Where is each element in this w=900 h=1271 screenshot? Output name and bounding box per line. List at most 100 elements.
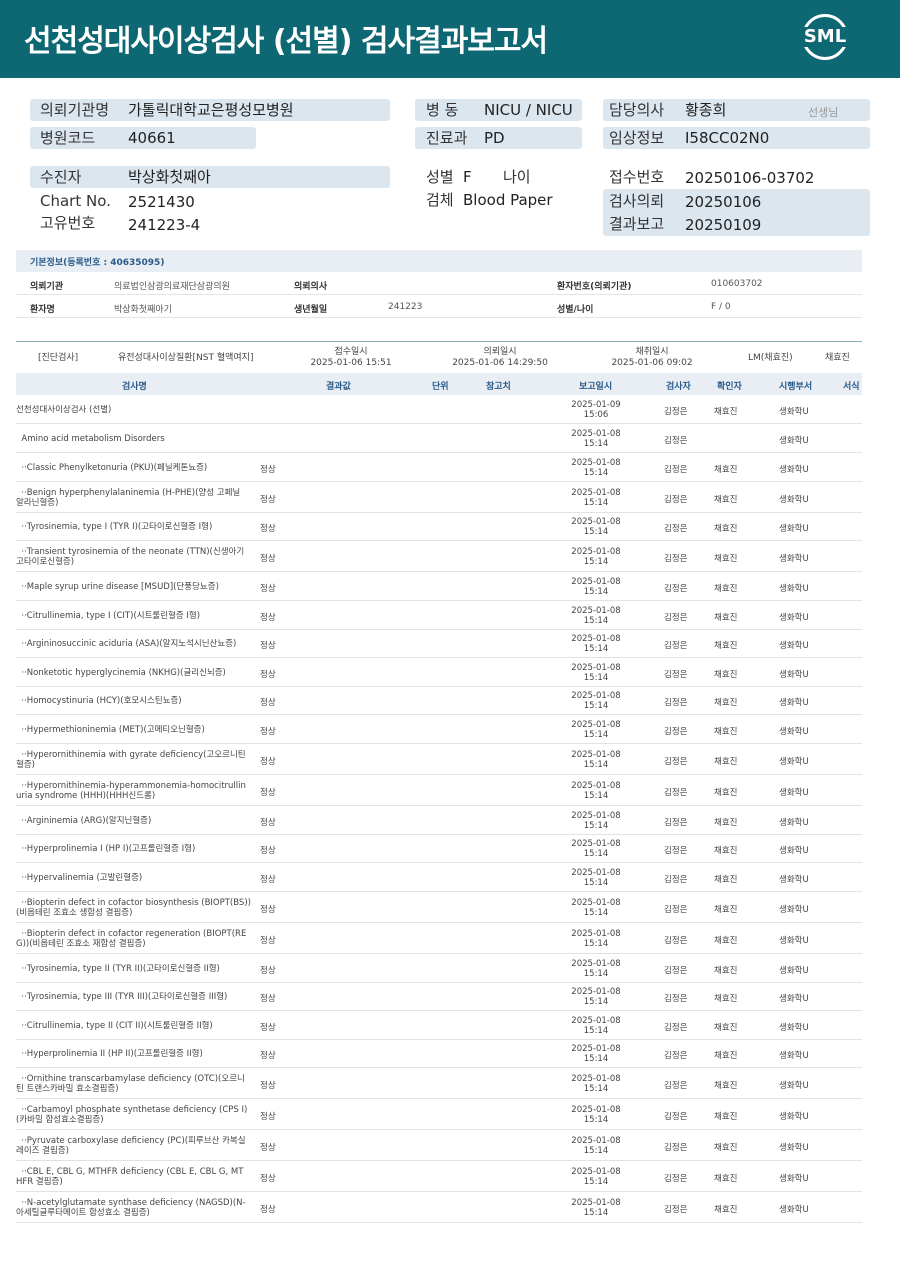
hospital-pill: [30, 99, 390, 121]
row-examiner: 김정은: [664, 1173, 688, 1184]
row-confirmer: 채효진: [714, 464, 738, 475]
row-dept: 생화학U: [779, 1080, 809, 1091]
table-row: Amino acid metabolism Disorders 2025-01-0…: [16, 424, 862, 453]
row-confirmer: 채효진: [714, 641, 738, 651]
row-confirmer: 채효진: [714, 612, 738, 623]
table-row: ··Citrullinemia, type II (CIT II)(시트룰린혈증…: [16, 1011, 862, 1040]
row-result: 정상: [260, 583, 276, 594]
collected-label: 채취일시: [635, 347, 669, 357]
results-table-header: 검사명 결과값 단위 참고치 보고일시 검사자 확인자 시행부서 서식: [16, 373, 862, 395]
receipt-label: 접수번호: [609, 168, 665, 186]
row-report-time: 15:14: [583, 1114, 609, 1125]
row-examiner: 김정은: [664, 1080, 688, 1091]
row-report-datetime: 2025-01-08 15:14: [568, 1136, 624, 1156]
row-test-name: 선천성대사이상검사 (선별): [16, 405, 112, 415]
row-report-datetime: 2025-01-08 15:14: [568, 634, 624, 654]
age-label: 나이: [503, 168, 531, 186]
row-examiner: 김정은: [664, 1051, 688, 1061]
table-row: ··Transient tyrosinemia of the neonate (…: [16, 541, 862, 572]
row-dept: 생화학U: [779, 846, 809, 856]
row-report-time: 15:06: [583, 410, 609, 420]
row-report-date: 2025-01-08: [571, 691, 621, 701]
request-value: 20250106: [685, 193, 762, 211]
row-test-name: ··Benign hyperphenylalaninemia (H-PHE)(양…: [16, 487, 241, 508]
row-report-time: 15:14: [583, 968, 609, 979]
row-report-datetime: 2025-01-08 15:14: [568, 547, 624, 567]
row-report-time: 15:14: [583, 1083, 609, 1094]
lm-value: LM(채효진): [748, 353, 793, 363]
dob-value: 241223: [388, 302, 423, 312]
row-report-date: 2025-01-08: [571, 958, 621, 969]
row-dept: 생화학U: [779, 874, 809, 885]
code-label: 병원코드: [40, 129, 96, 147]
row-report-datetime: 2025-01-08 15:14: [568, 839, 624, 859]
row-examiner: 김정은: [664, 407, 688, 417]
row-examiner: 김정은: [664, 1142, 688, 1153]
row-report-date: 2025-01-08: [571, 546, 621, 557]
row-report-date: 2025-01-08: [571, 634, 621, 644]
row-result: 정상: [260, 994, 276, 1004]
row-result: 정상: [260, 1111, 276, 1122]
row-report-date: 2025-01-08: [571, 897, 621, 908]
exam-test-name: 유전성대사이상질환[NST 혈액여지]: [118, 353, 254, 363]
exam-category: [진단검사]: [38, 353, 79, 363]
received-value: 2025-01-06 15:51: [310, 358, 392, 368]
row-examiner: 김정은: [664, 524, 688, 534]
table-row: ··Biopterin defect in cofactor biosynthe…: [16, 892, 862, 923]
row-report-time: 15:14: [583, 701, 609, 711]
col-confirmer: 확인자: [717, 382, 742, 392]
code-value: 40661: [128, 129, 176, 147]
code-pill: [30, 127, 256, 149]
row-test-name: ··Tyrosinemia, type I (TYR I)(고타이로신혈증 I형…: [16, 522, 213, 532]
row-report-time: 15:14: [583, 1176, 609, 1187]
req-doc-label: 의뢰의사: [294, 282, 328, 292]
row-report-datetime: 2025-01-08 15:14: [568, 1105, 624, 1125]
row-dept: 생화학U: [779, 904, 809, 915]
row-dept: 생화학U: [779, 1051, 809, 1061]
row-confirmer: 채효진: [714, 965, 738, 976]
row-examiner: 김정은: [664, 935, 688, 946]
row-report-datetime: 2025-01-08 15:14: [568, 517, 624, 537]
col-examiner: 검사자: [666, 382, 691, 392]
row-examiner: 김정은: [664, 464, 688, 475]
row-examiner: 김정은: [664, 612, 688, 623]
row-confirmer: 채효진: [714, 1173, 738, 1184]
row-result: 정상: [260, 1022, 276, 1033]
row-examiner: 김정은: [664, 553, 688, 564]
row-test-name: ··Tyrosinemia, type II (TYR II)(고타이로신혈증 …: [16, 963, 220, 974]
row-result: 정상: [260, 817, 276, 828]
row-result: 정상: [260, 1051, 276, 1061]
row-result: 정상: [260, 874, 276, 885]
sexage-label: 성별/나이: [557, 305, 594, 315]
row-confirmer: 채효진: [714, 698, 738, 708]
table-row: ··Argininemia (ARG)(알지닌혈증) 정상 2025-01-08 15…: [16, 806, 862, 835]
row-result: 정상: [260, 935, 276, 946]
row-report-time: 15:14: [583, 1054, 609, 1064]
row-test-name: ··Hyperprolinemia I (HP I)(고프롤린혈증 I형): [16, 844, 196, 854]
row-report-date: 2025-01-08: [571, 928, 621, 939]
sex-value: F: [463, 168, 472, 186]
row-test-name: ··Citrullinemia, type I (CIT)(시트룰린혈증 I형): [16, 610, 201, 621]
row-dept: 생화학U: [779, 1111, 809, 1122]
row-report-time: 15:14: [583, 790, 609, 801]
exam-confirmer: 채효진: [825, 353, 850, 363]
row-report-datetime: 2025-01-08 15:14: [568, 458, 624, 478]
doctor-pill: [603, 99, 870, 121]
row-report-datetime: 2025-01-08 15:14: [568, 691, 624, 711]
row-report-time: 15:14: [583, 877, 609, 888]
row-report-date: 2025-01-08: [571, 1044, 621, 1054]
row-examiner: 김정은: [664, 994, 688, 1004]
row-report-datetime: 2025-01-08 15:14: [568, 1074, 624, 1094]
table-row: ··Nonketotic hyperglycinemia (NKHG)(글리신뇌…: [16, 658, 862, 687]
row-examiner: 김정은: [664, 1111, 688, 1122]
row-report-date: 2025-01-08: [571, 1135, 621, 1146]
report-title: 선천성대사이상검사 (선별) 검사결과보고서: [24, 24, 548, 59]
basic-info-section: 기본정보(등록번호 : 40635095) 의뢰기관 의료법인삼광의료재단삼광의…: [16, 250, 862, 318]
specimen-value: Blood Paper: [463, 191, 553, 209]
sex-label: 성별: [426, 168, 454, 186]
row-report-time: 15:14: [583, 438, 609, 449]
ward-pill: [415, 99, 582, 121]
row-report-datetime: 2025-01-08 15:14: [568, 898, 624, 918]
row-dept: 생화학U: [779, 935, 809, 946]
exam-summary: [진단검사] 유전성대사이상질환[NST 혈액여지] 접수일시 2025-01-…: [16, 341, 862, 373]
